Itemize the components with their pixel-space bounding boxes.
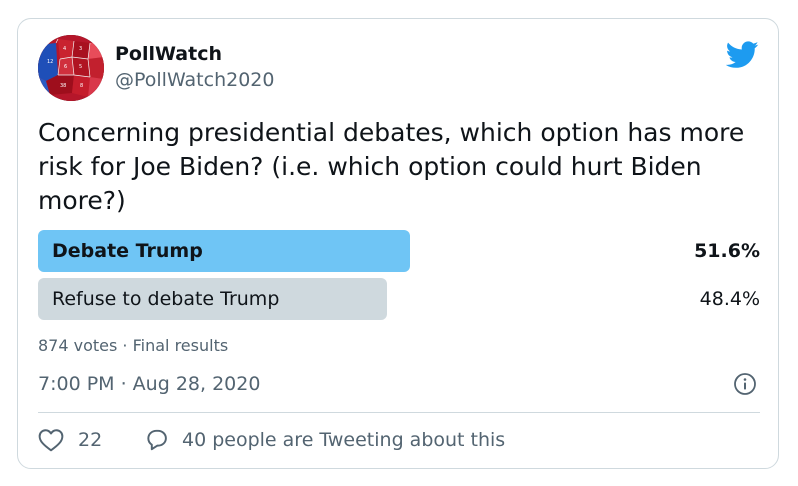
svg-text:4: 4 [63, 46, 66, 52]
like-count: 22 [78, 429, 103, 451]
heart-icon [38, 429, 64, 452]
twitter-bird-icon[interactable] [726, 41, 759, 69]
poll-option-label: Refuse to debate Trump [52, 288, 280, 310]
tweet-card[interactable]: 12 4 3 6 5 38 8 PollWatch @PollWatch2020… [17, 18, 779, 469]
info-icon[interactable] [733, 372, 757, 396]
poll-option-label: Debate Trump [52, 240, 203, 262]
electoral-map-icon: 12 4 3 6 5 38 8 [38, 35, 104, 101]
tweeting-about-this-link[interactable]: 40 people are Tweeting about this [144, 425, 505, 455]
svg-text:5: 5 [79, 64, 82, 70]
poll-votes: 874 votes [38, 336, 118, 355]
speech-bubble-icon [147, 429, 167, 451]
like-button[interactable]: 22 [38, 425, 102, 455]
poll-option-1: Debate Trump 51.6% [38, 230, 760, 272]
svg-text:12: 12 [47, 59, 53, 65]
svg-text:3: 3 [79, 46, 82, 52]
poll-status: Final results [132, 336, 229, 355]
poll-bar-refuse-to-debate [38, 278, 387, 320]
author-display-name[interactable]: PollWatch [115, 43, 222, 65]
tweet-text: Concerning presidential debates, which o… [38, 118, 745, 215]
poll-bar-debate-trump [38, 230, 410, 272]
poll-summary: 874 votes · Final results [38, 335, 228, 357]
poll-separator: · [117, 336, 133, 355]
poll-option-percent: 51.6% [694, 240, 760, 262]
svg-text:38: 38 [60, 83, 66, 89]
divider [38, 412, 760, 413]
poll-option-percent: 48.4% [699, 288, 760, 310]
avatar[interactable]: 12 4 3 6 5 38 8 [38, 35, 104, 101]
tweeting-about-text: 40 people are Tweeting about this [182, 429, 506, 451]
poll-option-2: Refuse to debate Trump 48.4% [38, 278, 760, 320]
svg-text:6: 6 [64, 64, 67, 70]
tweet-timestamp[interactable]: 7:00 PM · Aug 28, 2020 [38, 373, 261, 395]
svg-text:8: 8 [80, 83, 83, 89]
author-handle[interactable]: @PollWatch2020 [115, 69, 275, 91]
